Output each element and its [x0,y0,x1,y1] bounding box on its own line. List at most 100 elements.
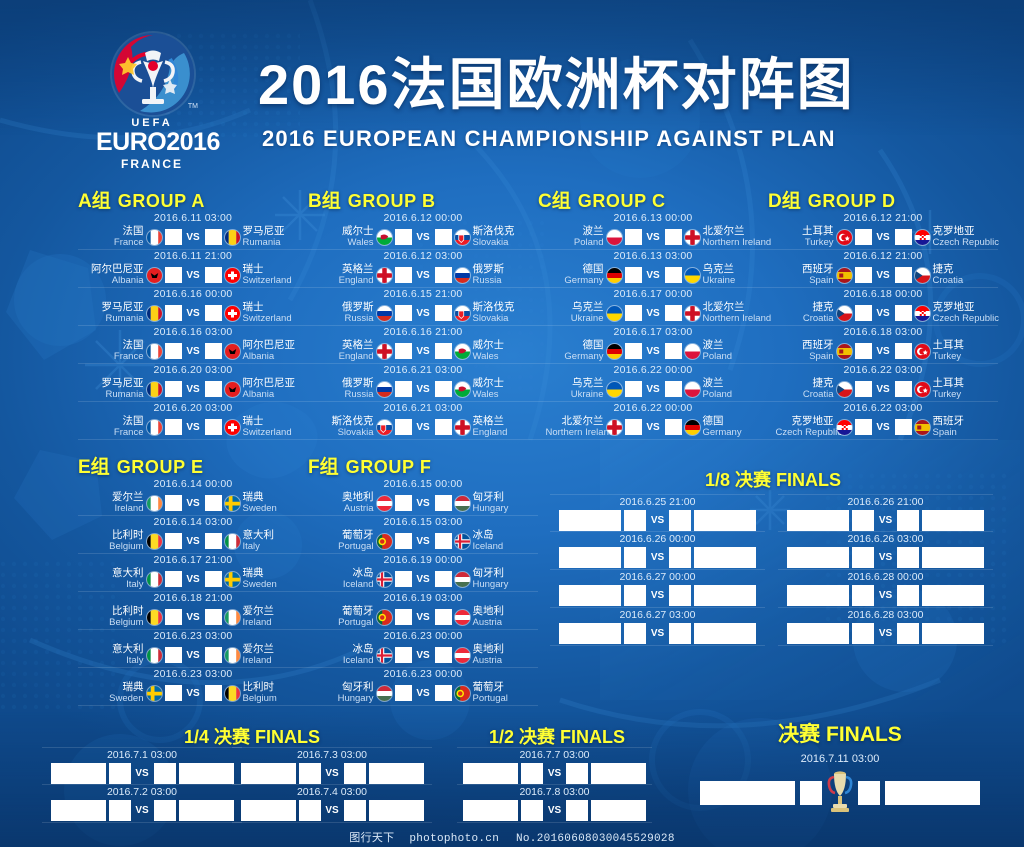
away-score-box[interactable] [897,546,919,568]
home-score-box[interactable] [854,305,872,321]
away-score-box[interactable] [343,762,366,784]
home-score-box[interactable] [394,343,412,359]
away-score-box[interactable] [897,509,919,531]
final-home-score-box[interactable] [800,781,822,805]
away-score-box[interactable] [669,509,691,531]
home-score-box[interactable] [164,609,182,625]
home-score-box[interactable] [394,229,412,245]
home-score-box[interactable] [852,622,874,644]
home-score-box[interactable] [108,762,131,784]
home-score-box[interactable] [624,419,642,435]
away-team-box[interactable] [591,799,646,821]
home-score-box[interactable] [394,685,412,701]
away-team-box[interactable] [694,622,756,644]
home-score-box[interactable] [852,509,874,531]
home-team-box[interactable] [559,546,621,568]
away-score-box[interactable] [897,622,919,644]
away-score-box[interactable] [897,584,919,606]
away-score-box[interactable] [434,381,452,397]
away-score-box[interactable] [669,584,691,606]
away-score-box[interactable] [894,267,912,283]
home-score-box[interactable] [852,546,874,568]
home-score-box[interactable] [624,584,646,606]
away-score-box[interactable] [669,546,691,568]
away-score-box[interactable] [434,609,452,625]
home-score-box[interactable] [108,799,131,821]
home-team-box[interactable] [787,509,849,531]
home-score-box[interactable] [164,647,182,663]
home-score-box[interactable] [394,381,412,397]
home-score-box[interactable] [394,305,412,321]
home-score-box[interactable] [298,762,321,784]
home-team-box[interactable] [787,622,849,644]
home-score-box[interactable] [394,267,412,283]
home-score-box[interactable] [164,229,182,245]
away-score-box[interactable] [204,343,222,359]
home-score-box[interactable] [394,419,412,435]
away-score-box[interactable] [434,495,452,511]
away-score-box[interactable] [434,533,452,549]
away-score-box[interactable] [204,571,222,587]
final-away-team-box[interactable] [885,781,980,805]
away-score-box[interactable] [664,343,682,359]
away-score-box[interactable] [566,762,588,784]
away-score-box[interactable] [434,647,452,663]
home-score-box[interactable] [854,419,872,435]
home-team-box[interactable] [559,622,621,644]
away-score-box[interactable] [204,229,222,245]
away-team-box[interactable] [922,546,984,568]
home-score-box[interactable] [164,305,182,321]
away-score-box[interactable] [669,622,691,644]
away-team-box[interactable] [694,546,756,568]
away-team-box[interactable] [368,799,424,821]
away-team-box[interactable] [694,509,756,531]
home-score-box[interactable] [164,381,182,397]
home-score-box[interactable] [164,495,182,511]
away-score-box[interactable] [894,229,912,245]
away-score-box[interactable] [204,495,222,511]
away-team-box[interactable] [694,584,756,606]
away-score-box[interactable] [343,799,366,821]
away-score-box[interactable] [434,267,452,283]
away-team-box[interactable] [922,509,984,531]
home-team-box[interactable] [240,762,296,784]
away-team-box[interactable] [591,762,646,784]
away-score-box[interactable] [434,305,452,321]
away-score-box[interactable] [894,305,912,321]
home-score-box[interactable] [854,381,872,397]
away-score-box[interactable] [434,685,452,701]
away-score-box[interactable] [204,419,222,435]
away-score-box[interactable] [434,571,452,587]
home-score-box[interactable] [521,762,543,784]
final-away-score-box[interactable] [858,781,880,805]
home-score-box[interactable] [394,609,412,625]
away-score-box[interactable] [204,267,222,283]
away-score-box[interactable] [153,762,176,784]
home-team-box[interactable] [787,584,849,606]
away-score-box[interactable] [204,533,222,549]
home-score-box[interactable] [854,229,872,245]
home-score-box[interactable] [394,495,412,511]
home-team-box[interactable] [50,799,106,821]
home-team-box[interactable] [240,799,296,821]
away-score-box[interactable] [434,343,452,359]
away-team-box[interactable] [368,762,424,784]
home-score-box[interactable] [164,419,182,435]
home-team-box[interactable] [559,509,621,531]
home-team-box[interactable] [463,799,518,821]
away-score-box[interactable] [204,609,222,625]
away-score-box[interactable] [434,229,452,245]
away-score-box[interactable] [153,799,176,821]
home-score-box[interactable] [164,533,182,549]
home-score-box[interactable] [394,647,412,663]
away-score-box[interactable] [204,381,222,397]
home-score-box[interactable] [624,267,642,283]
away-score-box[interactable] [894,419,912,435]
home-score-box[interactable] [164,685,182,701]
home-score-box[interactable] [521,799,543,821]
home-score-box[interactable] [624,546,646,568]
away-score-box[interactable] [434,419,452,435]
away-team-box[interactable] [922,622,984,644]
home-score-box[interactable] [624,229,642,245]
away-score-box[interactable] [664,305,682,321]
